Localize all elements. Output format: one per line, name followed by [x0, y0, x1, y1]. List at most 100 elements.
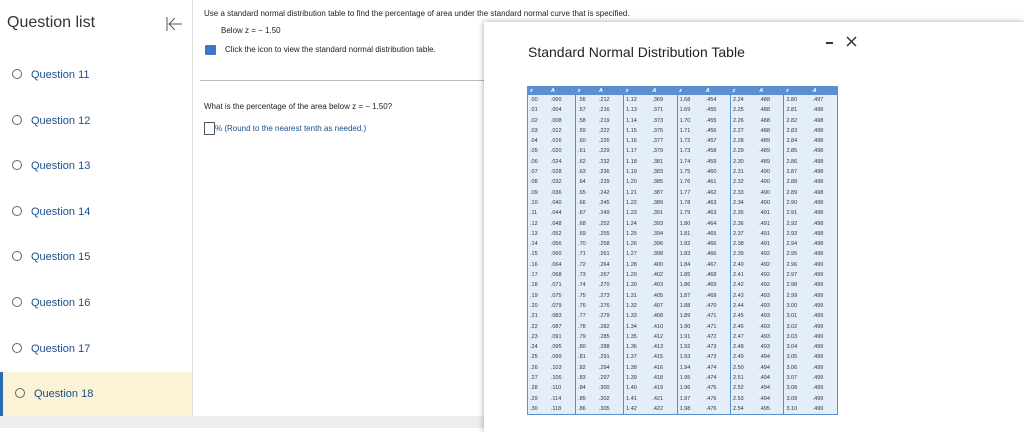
table-cell: 1.18 — [626, 158, 637, 165]
divider — [200, 80, 484, 81]
radio — [12, 114, 22, 125]
table-cell: .27 — [530, 375, 538, 382]
table-cell: .000 — [548, 95, 577, 106]
table-icon[interactable] — [204, 44, 218, 56]
table-cell: 1.74 — [679, 158, 691, 165]
table-cell: 1.12 — [626, 97, 637, 103]
table-cell: 3.09 — [786, 395, 798, 402]
question-item[interactable]: Question 17 — [0, 327, 192, 371]
table-row: .06 .024.62 .232 1.18 .381 1.74 .459 2.30 .489 2.… — [528, 156, 838, 168]
table-cell: .455 — [703, 105, 731, 116]
table-row: .20 .079.76 .276 1.32 .407 1.88 .470 2.44 .493 3.… — [528, 300, 838, 312]
table-cell: 1.23 — [626, 210, 637, 217]
table-cell: .492 — [757, 249, 785, 260]
table-cell: .008 — [548, 115, 577, 126]
table-cell: 1.32 — [626, 302, 637, 309]
table-cell: .03 — [530, 127, 538, 134]
table-cell: 2.83 — [786, 127, 798, 134]
header-cell: A — [548, 86, 576, 95]
table-cell: .300 — [596, 383, 625, 394]
table-cell: 2.86 — [786, 158, 798, 165]
table-cell: .77 — [578, 313, 586, 320]
question-item[interactable]: Question 14 — [0, 190, 192, 234]
table-cell: .288 — [596, 342, 625, 353]
table-cell: 2.82 — [786, 117, 798, 124]
table-cell: .083 — [548, 311, 577, 322]
table-cell: .216 — [596, 105, 625, 116]
table-cell: .270 — [596, 280, 625, 291]
answer-box[interactable] — [204, 122, 215, 135]
table-cell: .17 — [530, 272, 538, 279]
radio — [12, 297, 22, 307]
table-cell: .74 — [578, 282, 586, 289]
table-cell: .465 — [703, 228, 731, 240]
table-cell: .091 — [548, 331, 577, 343]
question-label: Question 12 — [31, 114, 91, 127]
table-cell: .462 — [703, 187, 731, 198]
question-item[interactable]: Question 12 — [0, 99, 192, 143]
table-cell: .84 — [578, 385, 586, 392]
table-cell: 1.87 — [679, 292, 691, 299]
question-item[interactable]: Question 18 — [0, 372, 192, 417]
question-item[interactable]: Question 13 — [0, 144, 192, 188]
table-cell: .473 — [703, 352, 731, 363]
table-cell: .499 — [810, 311, 838, 322]
table-cell: .249 — [596, 208, 625, 219]
table-cell: .15 — [530, 251, 538, 258]
table-cell: 1.27 — [626, 251, 637, 258]
table-cell: .04 — [530, 138, 538, 145]
radio — [12, 69, 22, 79]
instruction: Use a standard normal distribution table… — [204, 9, 630, 18]
table-cell: .079 — [548, 300, 577, 312]
table-cell: .499 — [810, 321, 838, 332]
question-label: Question 15 — [31, 251, 91, 264]
table-row: .10 .040.66 .245 1.22 .389 1.78 .463 2.34 .490 2.… — [528, 197, 838, 209]
table-cell: .245 — [596, 197, 625, 209]
table-cell: 2.94 — [786, 241, 798, 248]
question-item[interactable]: Question 15 — [0, 235, 192, 279]
table-cell: 2.39 — [733, 251, 744, 258]
header-cell: A — [703, 86, 731, 95]
table-cell: 2.92 — [786, 220, 798, 227]
close-button[interactable] — [846, 36, 857, 47]
question-item[interactable]: Question 16 — [0, 281, 192, 325]
table-cell: .291 — [596, 352, 625, 363]
table-cell: .499 — [810, 393, 838, 404]
table-cell: .469 — [703, 280, 731, 291]
table-cell: 2.48 — [733, 344, 744, 351]
table-row: .16 .064.72 .264 1.28 .400 1.84 .467 2.40 .492 2.… — [528, 259, 838, 271]
table-cell: .455 — [703, 115, 731, 126]
table-cell: .412 — [650, 331, 678, 343]
table-cell: .071 — [548, 280, 577, 291]
table-cell: 1.79 — [679, 210, 691, 217]
table-row: .09 .036.65 .242 1.21 .387 1.77 .462 2.33 .490 2.… — [528, 187, 838, 198]
table-cell: .473 — [703, 342, 731, 353]
question-item[interactable]: Question 11 — [0, 53, 192, 97]
table-cell: 2.41 — [733, 272, 744, 279]
table-cell: 1.78 — [679, 199, 691, 206]
table-cell: 1.76 — [679, 179, 691, 186]
table-cell: .498 — [810, 177, 838, 188]
table-row: .26 .103.82 .294 1.38 .416 1.94 .474 2.50 .494 3.… — [528, 362, 838, 374]
collapse-icon[interactable] — [164, 15, 184, 33]
table-cell: .004 — [548, 105, 577, 116]
table-cell: .258 — [596, 239, 625, 250]
table-cell: .498 — [810, 218, 838, 229]
table-cell: 2.43 — [733, 292, 744, 299]
table-row: .27 .106.83 .297 1.39 .418 1.95 .474 2.51 .494 3.… — [528, 373, 838, 384]
table-cell: .024 — [548, 156, 577, 168]
table-cell: 2.25 — [733, 107, 744, 114]
table-cell: .16 — [530, 261, 538, 268]
table-cell: .24 — [530, 344, 538, 351]
table-cell: .493 — [757, 311, 785, 322]
table-cell: 1.16 — [626, 138, 637, 145]
table-cell: 1.42 — [626, 405, 637, 412]
header-cell: z — [623, 86, 651, 95]
table-cell: .474 — [703, 362, 731, 374]
table-cell: .70 — [578, 241, 586, 248]
table-link[interactable]: Click the icon to view the standard norm… — [225, 45, 436, 54]
table-cell: .498 — [810, 228, 838, 240]
radio — [12, 342, 22, 353]
